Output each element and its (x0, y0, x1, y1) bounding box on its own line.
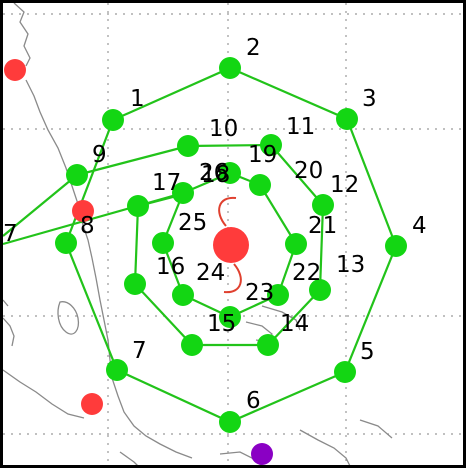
lat-lon-grid (3, 3, 463, 466)
label-11: 11 (286, 114, 315, 140)
city-markers (4, 59, 273, 465)
node-24 (172, 284, 194, 306)
label-4: 4 (412, 213, 427, 239)
node-22 (267, 284, 289, 306)
entry-line-upper (2, 174, 78, 237)
storm-center (213, 227, 249, 263)
node-18 (172, 182, 194, 204)
purple-marker (251, 443, 273, 465)
node-15 (181, 334, 203, 356)
node-2 (219, 57, 241, 79)
label-left-7: 7 (3, 221, 18, 247)
node-25 (152, 232, 174, 254)
node-12 (312, 194, 334, 216)
coastline (2, 2, 393, 467)
node-6 (219, 411, 241, 433)
label-9: 9 (92, 142, 107, 168)
node-11 (260, 134, 282, 156)
label-5: 5 (360, 339, 375, 365)
point-labels: 1 2 3 4 5 6 7 8 9 10 11 12 13 14 15 16 1… (3, 35, 427, 414)
node-7 (106, 359, 128, 381)
node-1 (102, 109, 124, 131)
label-22: 22 (292, 260, 321, 286)
pattern-nodes (55, 57, 407, 433)
node-5 (334, 361, 356, 383)
label-24: 24 (196, 260, 225, 286)
middle-ring (76, 143, 325, 347)
city-marker-top (4, 59, 26, 81)
city-marker-bottom (81, 393, 103, 415)
label-12: 12 (330, 172, 359, 198)
node-21 (285, 233, 307, 255)
node-20 (249, 174, 271, 196)
label-16: 16 (156, 254, 185, 280)
entry-line-lower (2, 191, 184, 246)
node-4 (385, 235, 407, 257)
label-23: 23 (245, 280, 274, 306)
node-3 (336, 108, 358, 130)
label-14: 14 (280, 311, 309, 337)
node-16 (124, 273, 146, 295)
label-10: 10 (209, 116, 238, 142)
label-2: 2 (246, 35, 261, 61)
node-8 (55, 232, 77, 254)
city-marker-mid (72, 200, 94, 222)
node-14 (257, 334, 279, 356)
label-8: 8 (80, 213, 95, 239)
label-15: 15 (207, 311, 236, 337)
label-3: 3 (362, 86, 377, 112)
label-1: 1 (130, 86, 145, 112)
node-23 (219, 306, 241, 328)
node-13 (309, 279, 331, 301)
label-21: 21 (308, 213, 337, 239)
node-19 (219, 162, 241, 184)
label-18: 18 (201, 162, 230, 188)
node-17 (127, 195, 149, 217)
node-10 (177, 135, 199, 157)
label-17: 17 (152, 170, 181, 196)
label-19: 19 (248, 142, 277, 168)
label-7: 7 (132, 338, 147, 364)
label-25: 25 (178, 210, 207, 236)
label-13: 13 (336, 252, 365, 278)
node-9 (66, 164, 88, 186)
label-26: 26 (199, 160, 228, 186)
label-20: 20 (294, 158, 323, 184)
hurricane-symbol-icon (213, 196, 249, 294)
label-6: 6 (246, 388, 261, 414)
